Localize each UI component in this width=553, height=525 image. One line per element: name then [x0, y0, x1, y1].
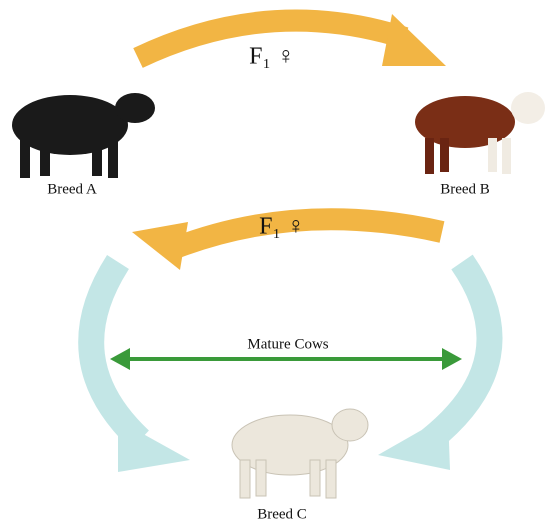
arrow-a-to-c [91, 262, 190, 472]
cow-breed-a [12, 93, 155, 178]
center-label: Mature Cows [247, 336, 328, 352]
arrow-b-to-c [378, 262, 490, 470]
arrow-label: F₁ ♀ [259, 214, 305, 240]
diagram: F₁ ♀ F₁ ♀ Breed A Breed B Breed C Mature… [0, 0, 553, 525]
cow-breed-b [415, 92, 545, 174]
node-label: Breed A [47, 181, 97, 197]
node-label: Breed B [440, 181, 490, 197]
arrow-label: F₁ ♀ [249, 44, 295, 70]
node-label: Breed C [257, 506, 307, 522]
cow-breed-c [232, 409, 368, 498]
